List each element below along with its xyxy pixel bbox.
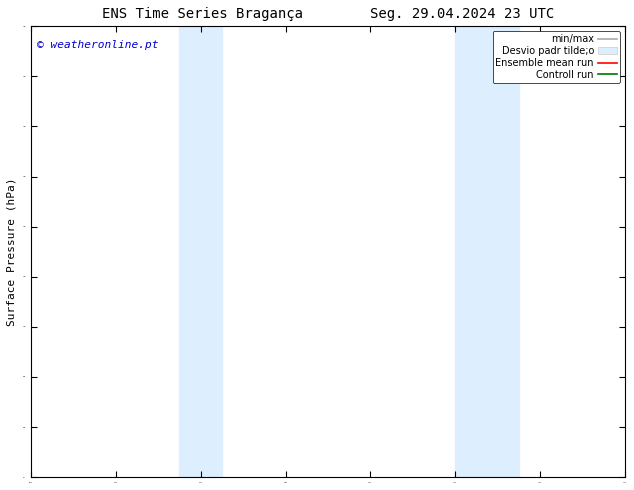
- Text: © weatheronline.pt: © weatheronline.pt: [37, 40, 158, 50]
- Bar: [179, 26, 222, 477]
- Legend: min/max, Desvio padr tilde;o, Ensemble mean run, Controll run: min/max, Desvio padr tilde;o, Ensemble m…: [493, 31, 620, 83]
- Title: ENS Time Series Bragança        Seg. 29.04.2024 23 UTC: ENS Time Series Bragança Seg. 29.04.2024…: [102, 7, 554, 21]
- Y-axis label: Surface Pressure (hPa): Surface Pressure (hPa): [7, 177, 17, 326]
- Bar: [455, 26, 519, 477]
